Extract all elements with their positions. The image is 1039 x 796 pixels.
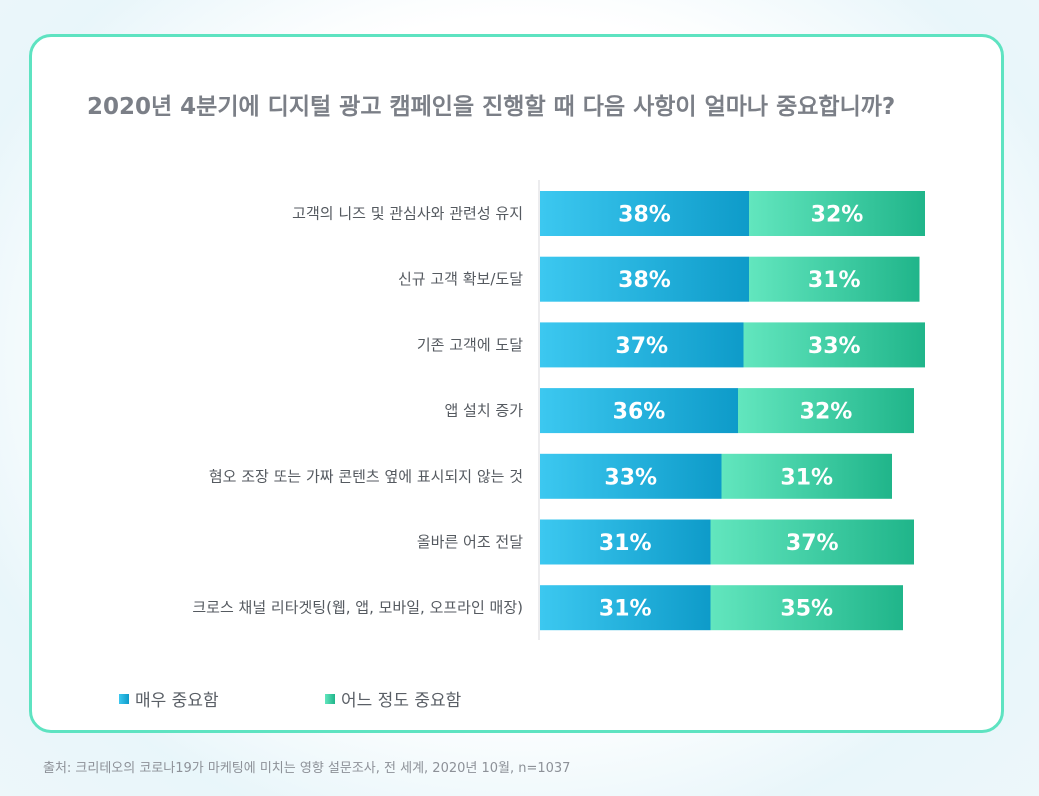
bar-somewhat-important xyxy=(710,519,914,565)
bar-somewhat-important xyxy=(721,453,892,499)
category-label: 혐오 조장 또는 가짜 콘텐츠 옆에 표시되지 않는 것 xyxy=(209,467,523,485)
data-label-very-important: 38% xyxy=(618,203,671,228)
data-label-somewhat-important: 35% xyxy=(780,597,833,622)
legend-swatch-somewhat-important xyxy=(325,693,335,704)
source-note: 출처: 크리테오의 코로나19가 마케팅에 미치는 영향 설문조사, 전 세계,… xyxy=(43,761,571,776)
bar-very-important xyxy=(540,256,749,302)
category-label: 올바른 어조 전달 xyxy=(417,533,523,551)
bar-very-important xyxy=(540,519,711,565)
category-label: 고객의 니즈 및 관심사와 관련성 유지 xyxy=(292,205,523,223)
category-label: 신규 고객 확보/도달 xyxy=(398,270,523,288)
bar-very-important xyxy=(540,322,744,368)
bar-very-important xyxy=(540,191,749,236)
data-label-somewhat-important: 31% xyxy=(808,268,861,293)
legend-label-somewhat-important: 어느 정도 중요함 xyxy=(341,691,462,711)
bar-somewhat-important xyxy=(710,585,903,631)
bar-somewhat-important xyxy=(749,256,920,302)
legend-item-very-important: 매우 중요함 xyxy=(119,686,219,711)
bar-very-important xyxy=(540,585,711,631)
bars-group: 고객의 니즈 및 관심사와 관련성 유지 38% 32% 신규 고객 확보/도달 38%… xyxy=(192,191,925,631)
bar-somewhat-important xyxy=(738,388,914,434)
legend-item-somewhat-important: 어느 정도 중요함 xyxy=(325,686,461,711)
category-label: 기존 고객에 도달 xyxy=(417,336,523,354)
legend-swatch-very-important xyxy=(119,693,129,704)
data-label-somewhat-important: 32% xyxy=(811,203,864,228)
chart-title: 2020년 4분기에 디지털 광고 캠페인을 진행할 때 다음 사항이 얼마나 … xyxy=(87,94,896,120)
data-label-very-important: 33% xyxy=(604,465,657,490)
data-label-very-important: 31% xyxy=(599,597,652,622)
category-label: 앱 설치 증가 xyxy=(444,402,523,420)
data-label-somewhat-important: 32% xyxy=(800,400,853,425)
data-label-very-important: 38% xyxy=(618,268,671,293)
data-label-somewhat-important: 31% xyxy=(780,465,833,490)
data-label-somewhat-important: 33% xyxy=(808,334,861,359)
bar-very-important xyxy=(540,388,738,434)
bar-somewhat-important xyxy=(743,322,925,368)
data-label-very-important: 37% xyxy=(615,334,668,359)
data-label-somewhat-important: 37% xyxy=(786,531,839,556)
bar-very-important xyxy=(540,453,722,499)
data-label-very-important: 36% xyxy=(613,400,666,425)
category-label: 크로스 채널 리타겟팅(웹, 앱, 모바일, 오프라인 매장) xyxy=(192,599,523,617)
legend-label-very-important: 매우 중요함 xyxy=(135,691,219,711)
data-label-very-important: 31% xyxy=(599,531,652,556)
bar-somewhat-important xyxy=(749,191,925,236)
